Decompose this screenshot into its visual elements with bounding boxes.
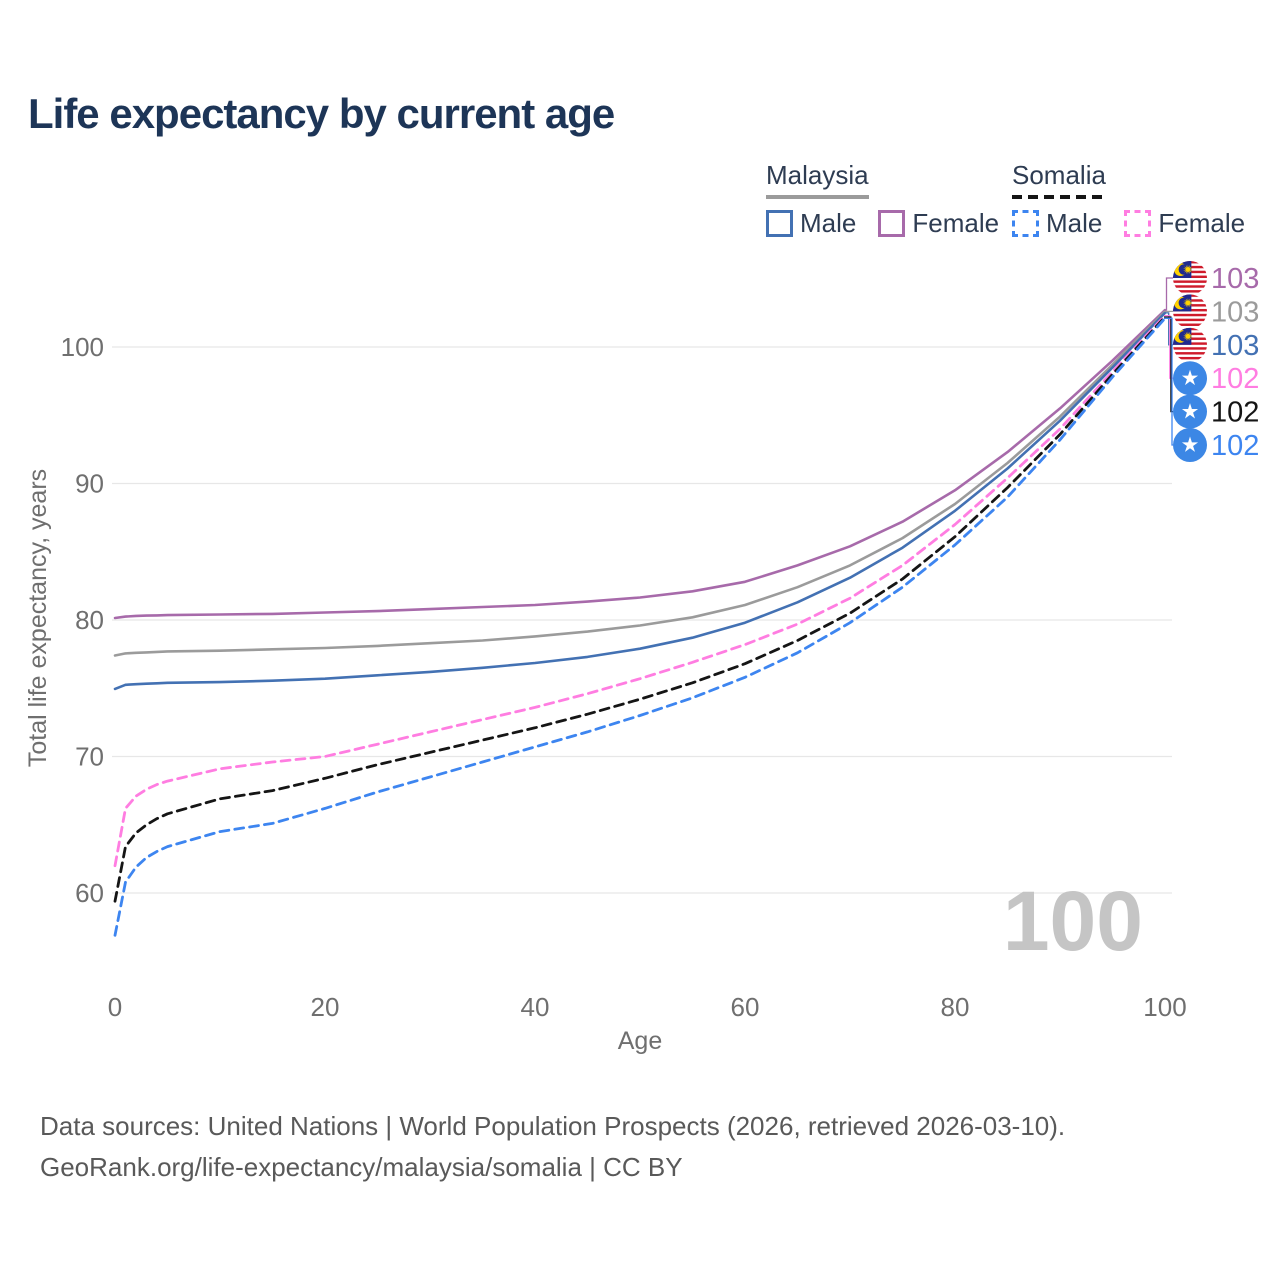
page-title: Life expectancy by current age: [28, 90, 615, 137]
series-line-malaysia-male: [113, 311, 1167, 691]
end-label-value-malaysia-total: 103: [1211, 296, 1259, 328]
legend-item-malaysia-male[interactable]: Male: [766, 208, 856, 239]
legend-item-label: Male: [800, 208, 857, 238]
series-line-somalia-male: [113, 316, 1167, 937]
attribution: Data sources: United Nations | World Pop…: [40, 1106, 1065, 1188]
y-tick-label: 100: [61, 332, 104, 362]
x-tick-label: 80: [941, 992, 970, 1022]
end-label-value-somalia-total: 102: [1211, 397, 1259, 429]
legend-item-somalia-female[interactable]: Female: [1124, 208, 1245, 239]
x-tick-label: 60: [731, 992, 760, 1022]
source-url-line: GeoRank.org/life-expectancy/malaysia/som…: [40, 1152, 683, 1182]
malaysia-female-swatch: [878, 210, 906, 237]
x-axis-title: Age: [618, 1027, 662, 1055]
legend-item-label: Male: [1046, 208, 1103, 238]
y-tick-label: 70: [75, 742, 104, 772]
x-tick-label: 40: [521, 992, 550, 1022]
somalia-flag-icon: [1173, 428, 1207, 462]
x-tick-label: 100: [1143, 992, 1186, 1022]
legend-country-somalia[interactable]: Somalia: [1012, 160, 1106, 199]
legend-item-malaysia-female[interactable]: Female: [878, 208, 999, 239]
series-line-somalia-female: [113, 314, 1167, 868]
somalia-male-swatch: [1012, 210, 1039, 237]
malaysia-total-line-swatch: [766, 195, 869, 199]
somalia-female-swatch: [1124, 210, 1152, 237]
x-tick-label: 20: [311, 992, 340, 1022]
legend: Malaysia Male Female Somalia Male: [0, 160, 1280, 245]
y-tick-label: 90: [75, 469, 104, 499]
legend-group-malaysia: Malaysia Male Female: [766, 160, 999, 239]
malaysia-flag-icon: [1173, 294, 1207, 329]
end-label-value-somalia-male: 102: [1211, 430, 1259, 462]
legend-country-label-malaysia: Malaysia: [766, 160, 869, 190]
somalia-total-line-swatch: [1012, 195, 1106, 199]
data-sources-line: Data sources: United Nations | World Pop…: [40, 1111, 1066, 1141]
y-tick-label: 60: [75, 878, 104, 908]
end-label-connector: [1164, 277, 1173, 311]
legend-country-label-somalia: Somalia: [1012, 160, 1106, 190]
series-line-somalia-total: [113, 315, 1167, 903]
legend-item-label: Female: [912, 208, 1000, 238]
end-label-connector: [1164, 316, 1173, 413]
end-label-value-malaysia-female: 103: [1211, 263, 1259, 295]
age-counter-watermark: 100: [1003, 874, 1143, 968]
end-label-connector: [1164, 312, 1173, 346]
y-tick-label: 80: [75, 605, 104, 635]
malaysia-flag-icon: [1173, 327, 1207, 362]
series-line-malaysia-female: [113, 308, 1167, 620]
y-axis-title: Total life expectancy, years: [24, 469, 52, 767]
series-line-malaysia-total: [113, 310, 1167, 657]
end-label-value-somalia-female: 102: [1211, 363, 1259, 395]
legend-country-malaysia[interactable]: Malaysia: [766, 160, 869, 199]
somalia-flag-icon: [1173, 361, 1207, 396]
end-label-connector: [1164, 317, 1173, 446]
x-tick-label: 0: [108, 992, 122, 1022]
legend-group-somalia: Somalia Male Female: [1012, 160, 1245, 239]
end-label-connector: [1164, 314, 1173, 379]
malaysia-male-swatch: [766, 210, 793, 237]
somalia-flag-icon: [1173, 394, 1207, 429]
end-label-value-malaysia-male: 103: [1211, 330, 1259, 362]
legend-item-label: Female: [1158, 208, 1246, 238]
malaysia-flag-icon: [1173, 261, 1207, 295]
legend-item-somalia-male[interactable]: Male: [1012, 208, 1102, 239]
